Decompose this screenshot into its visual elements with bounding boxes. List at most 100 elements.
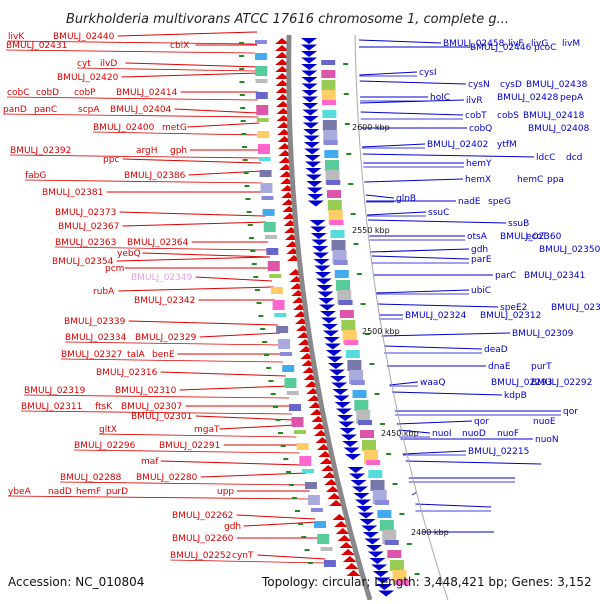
forward-gene-arrow[interactable] [275,80,290,86]
left-gene-label[interactable]: gph [170,146,187,156]
left-gene-label[interactable]: BMULJ_02262 [172,511,233,521]
left-gene-label[interactable]: upp [217,487,234,497]
right-gene-label[interactable]: waaQ [420,378,445,388]
right-gene-label[interactable]: BMULJ_02215 [468,447,529,457]
reverse-gene-arrow[interactable] [331,382,348,389]
right-gene-label[interactable]: otsA [467,232,488,242]
reverse-gene-arrow[interactable] [312,252,329,259]
right-gene-label[interactable]: ytfM [497,140,517,150]
forward-gene-arrow[interactable] [321,465,336,471]
right-gene-label[interactable]: speE2 [500,303,527,313]
left-gene-label[interactable]: BMULJ_02307 [121,402,182,412]
reverse-gene-arrow[interactable] [330,376,347,382]
right-gene-label[interactable]: hemX [465,175,491,185]
left-gene-label[interactable]: BMULJ_02252 [170,551,231,561]
left-gene-label[interactable]: hemF [76,487,101,497]
right-gene-label[interactable]: cobS [497,111,519,121]
reverse-gene-arrow[interactable] [305,168,322,174]
left-gene-label[interactable]: BMULJ_02400 [93,123,155,133]
right-gene-label[interactable]: pcoC [534,43,556,53]
reverse-gene-arrow[interactable] [327,363,344,369]
reverse-gene-arrow[interactable] [364,538,381,545]
left-gene-label[interactable]: BMULJ_02280 [136,473,198,483]
right-gene-label[interactable]: ecoT [526,232,548,242]
forward-gene-arrow[interactable] [275,52,290,58]
right-gene-label[interactable]: nadE [458,197,481,207]
left-gene-label[interactable]: BMULJ_02288 [60,473,122,483]
reverse-gene-arrow[interactable] [359,519,376,525]
left-gene-label[interactable]: gltX [99,425,117,435]
reverse-gene-arrow[interactable] [310,226,327,233]
reverse-gene-arrow[interactable] [366,545,383,551]
left-gene-label[interactable]: BMULJ_02291 [159,441,220,451]
left-gene-label[interactable]: BMULJ_02349 [131,273,193,283]
forward-gene-arrow[interactable] [339,542,354,548]
right-gene-label[interactable]: dcd [566,153,582,163]
left-gene-label[interactable]: ilvD [100,59,117,69]
left-gene-label[interactable]: BMULJ_02386 [124,171,186,181]
forward-gene-arrow[interactable] [346,570,361,576]
reverse-gene-arrow[interactable] [369,558,386,564]
left-gene-label[interactable]: BMULJ_02329 [135,333,197,343]
reverse-gene-arrow[interactable] [311,239,328,246]
right-gene-label[interactable]: kdpB [504,391,527,401]
reverse-gene-arrow[interactable] [323,337,340,343]
left-gene-label[interactable]: BMULJ_02414 [116,88,178,98]
reverse-gene-arrow[interactable] [305,161,322,168]
forward-gene-arrow[interactable] [312,423,327,429]
right-gene-label[interactable]: nuoE [533,417,556,427]
left-gene-label[interactable]: BMULJ_02310 [115,386,177,396]
reverse-gene-arrow[interactable] [326,356,343,363]
right-gene-label[interactable]: pepA [560,93,584,103]
left-gene-label[interactable]: yebQ [117,249,141,259]
right-gene-label[interactable]: livF [508,39,524,49]
reverse-gene-arrow[interactable] [301,77,318,83]
right-gene-label[interactable]: BMULJ_02292 [531,378,592,388]
reverse-gene-arrow[interactable] [320,317,337,324]
right-gene-label[interactable]: cysN [468,80,490,90]
right-gene-label[interactable]: BMULJ_02293 [491,378,552,388]
forward-gene-arrow[interactable] [325,486,340,492]
forward-gene-arrow[interactable] [316,444,331,450]
left-gene-label[interactable]: panC [34,105,57,115]
right-gene-label[interactable]: ssuC [428,208,449,218]
right-gene-label[interactable]: BMULJ_02312 [480,311,541,321]
left-gene-label[interactable]: argH [136,146,158,156]
reverse-gene-arrow[interactable] [321,324,338,330]
forward-gene-arrow[interactable] [314,430,329,436]
reverse-gene-arrow[interactable] [302,116,319,122]
right-gene-label[interactable]: BMULJ_02333 [551,303,600,313]
reverse-gene-arrow[interactable] [322,330,339,337]
forward-gene-arrow[interactable] [342,556,357,562]
left-gene-label[interactable]: cyt [77,59,91,69]
reverse-gene-arrow[interactable] [324,343,341,350]
right-gene-label[interactable]: nuoF [497,429,519,439]
left-gene-label[interactable]: rubA [93,287,115,297]
right-gene-label[interactable]: BMULJ_02341 [524,271,585,281]
reverse-gene-arrow[interactable] [315,272,332,278]
reverse-gene-arrow[interactable] [305,174,322,181]
reverse-gene-arrow[interactable] [301,44,318,51]
reverse-gene-arrow[interactable] [306,187,323,194]
reverse-gene-arrow[interactable] [374,577,391,584]
left-gene-label[interactable]: BMULJ_02440 [53,32,115,42]
reverse-gene-arrow[interactable] [356,506,373,512]
right-gene-label[interactable]: nuoN [535,435,559,445]
reverse-gene-arrow[interactable] [334,402,351,408]
reverse-gene-arrow[interactable] [361,525,378,532]
right-gene-label[interactable]: BMULJ_02438 [526,80,588,90]
reverse-gene-arrow[interactable] [306,181,323,187]
left-gene-label[interactable]: BMULJ_02404 [110,105,172,115]
right-gene-label[interactable]: ldcC [536,153,555,163]
reverse-gene-arrow[interactable] [304,155,321,161]
forward-gene-arrow[interactable] [324,479,339,485]
forward-gene-arrow[interactable] [275,94,290,100]
reverse-gene-arrow[interactable] [342,441,359,447]
forward-gene-arrow[interactable] [327,493,342,499]
forward-gene-arrow[interactable] [275,38,290,44]
reverse-gene-arrow[interactable] [310,233,327,239]
right-gene-label[interactable]: BMULJ_02350 [539,245,600,255]
right-gene-label[interactable]: ppa [547,175,564,185]
right-gene-label[interactable]: BMULJ_02418 [523,111,585,121]
right-gene-label[interactable]: ssuB [508,219,529,229]
